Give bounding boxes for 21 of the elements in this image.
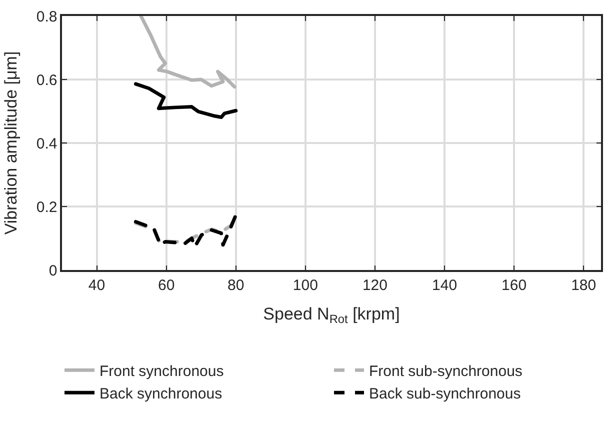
x-tick-label: 100 bbox=[292, 276, 318, 294]
x-tick-label: 160 bbox=[502, 276, 527, 294]
y-tick-label: 0.6 bbox=[36, 72, 58, 89]
legend-label: Front synchronous bbox=[100, 362, 224, 380]
y-tick-label: 0.4 bbox=[36, 135, 58, 152]
legend-label: Back synchronous bbox=[100, 385, 222, 402]
x-axis-title: Speed N$_{Rot}$ [krpm] bbox=[263, 304, 400, 326]
line-series bbox=[134, 82, 238, 120]
x-tick-label: 80 bbox=[228, 276, 244, 294]
line-series bbox=[139, 16, 236, 89]
y-axis-title: Vibration amplitude [μm] bbox=[1, 51, 20, 235]
y-tick-label: 0 bbox=[48, 262, 58, 280]
x-tick-label: 40 bbox=[88, 276, 106, 294]
x-tick-label: 120 bbox=[362, 276, 388, 294]
x-tick-label: 180 bbox=[571, 276, 596, 294]
legend-label: Front sub-synchronous bbox=[369, 362, 522, 380]
y-tick-label: 0.2 bbox=[36, 198, 58, 216]
y-tick-label: 0.8 bbox=[36, 8, 58, 26]
x-tick-label: 60 bbox=[158, 276, 175, 294]
legend-label: Back sub-synchronous bbox=[369, 385, 521, 402]
x-tick-label: 140 bbox=[432, 276, 458, 294]
